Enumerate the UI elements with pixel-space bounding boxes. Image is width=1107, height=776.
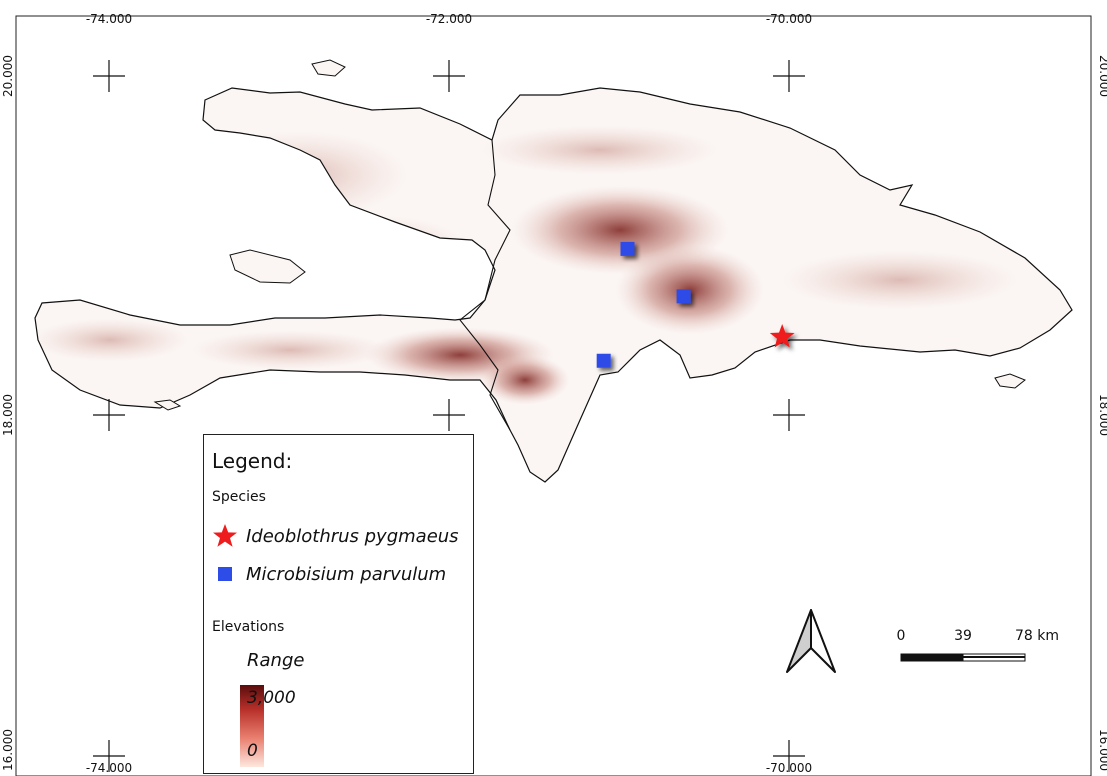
species-heading: Species xyxy=(212,489,266,505)
scale-bar: 0 39 78 km xyxy=(897,628,1059,662)
legend-label-ideoblothrus: Ideoblothrus pygmaeus xyxy=(246,525,459,547)
lat-label-left-1: 20.000 xyxy=(1,55,15,97)
lat-label-right-2: 18.000 xyxy=(1097,394,1107,436)
ideoblothrus-marker xyxy=(769,324,795,348)
scale-label-39: 39 xyxy=(954,628,972,644)
lat-label-right-1: 20.000 xyxy=(1097,55,1107,97)
elevation-color-ramp xyxy=(240,685,264,767)
legend: Legend: Species Ideoblothrus pygmaeus Mi… xyxy=(203,434,474,774)
lat-label-right-3: 16.000 xyxy=(1097,729,1107,771)
legend-item-ideoblothrus: Ideoblothrus pygmaeus xyxy=(212,523,459,549)
legend-label-microbisium: Microbisium parvulum xyxy=(246,563,447,585)
microbisium-marker xyxy=(676,289,691,304)
lon-label-top-1: -74.000 xyxy=(86,12,132,26)
microbisium-marker xyxy=(596,353,611,368)
lon-label-top-2: -72.000 xyxy=(426,12,472,26)
species-markers xyxy=(596,241,795,368)
lon-label-bottom-3: -70.000 xyxy=(766,761,812,775)
red-star-icon xyxy=(213,524,237,547)
range-max-label: 3,000 xyxy=(247,688,296,708)
range-min-label: 0 xyxy=(247,741,258,761)
scale-label-0: 0 xyxy=(897,628,906,644)
lon-label-bottom-1: -74.000 xyxy=(86,761,132,775)
legend-title: Legend: xyxy=(212,449,293,473)
lat-label-left-3: 16.000 xyxy=(1,729,15,771)
graticule xyxy=(93,60,805,772)
microbisium-marker xyxy=(620,241,635,256)
lat-label-left-2: 18.000 xyxy=(1,394,15,436)
legend-item-microbisium: Microbisium parvulum xyxy=(212,563,446,585)
elevations-heading: Elevations xyxy=(212,619,285,635)
lon-label-top-3: -70.000 xyxy=(766,12,812,26)
blue-square-icon xyxy=(218,567,232,581)
scale-label-78: 78 km xyxy=(1015,628,1059,644)
range-label: Range xyxy=(247,650,305,671)
north-arrow-icon xyxy=(786,609,836,673)
